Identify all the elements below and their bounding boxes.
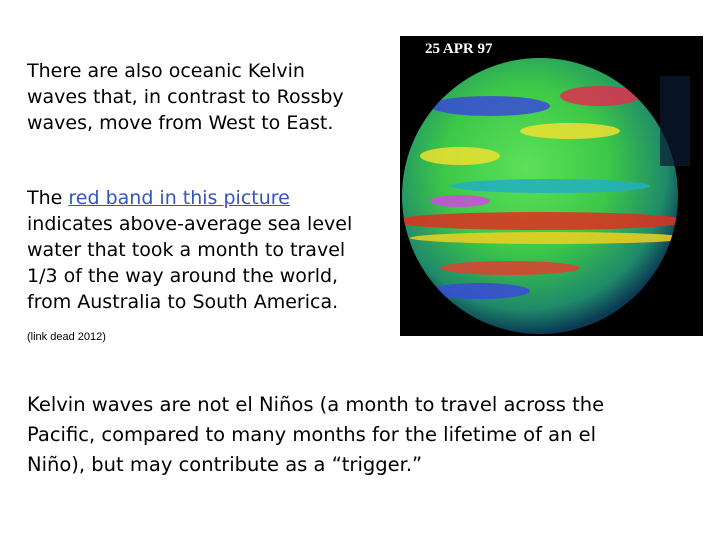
paragraph: The red band in this picture indicates a… [27,185,352,315]
paragraph: Kelvin waves are not el Niños (a month t… [27,390,604,480]
text-line: Niño), but may contribute as a “trigger.… [27,453,423,476]
text-line: from Australia to South America. [27,291,339,313]
text-line: The red band in this picture [27,185,352,211]
text-line: waves that, in contrast to Rossby [27,86,344,108]
text-line: indicates above-average sea level [27,213,353,235]
text-line: 1/3 of the way around the world, [27,265,339,287]
text-line: There are also oceanic Kelvin [27,60,305,82]
text-line: water that took a month to travel [27,239,346,261]
paragraph: There are also oceanic Kelvin waves that,… [27,58,344,136]
text-line: Kelvin waves are not el Niños (a month t… [27,393,605,416]
sea-level-image: 25 APR 97 [400,36,703,336]
image-label: 25 APR 97 [425,41,493,57]
text-line: waves, move from West to East. [27,112,334,134]
link[interactable]: red band in this picture [68,187,290,209]
text-line: Pacific, compared to many months for the… [27,423,597,446]
note: (link dead 2012) [27,331,106,343]
text: The [27,187,63,209]
